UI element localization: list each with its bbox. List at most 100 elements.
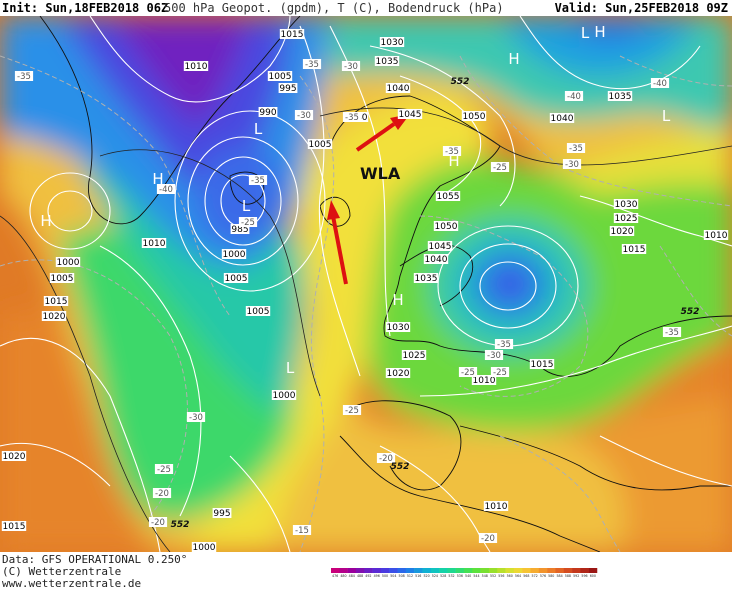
- temperature-label-bg: [154, 464, 174, 474]
- temperature-label: -35: [566, 143, 586, 154]
- valid-time: Valid: Sun,25FEB2018 09Z: [555, 0, 728, 16]
- temperature-label: -25: [154, 464, 174, 475]
- pressure-value: 1045: [399, 110, 422, 120]
- pressure-value: 1020: [387, 369, 410, 379]
- pressure-label: 1035: [374, 56, 400, 67]
- temperature-label: -20: [478, 533, 498, 544]
- temperature-value: -35: [345, 113, 359, 123]
- low-pressure-marker: L: [581, 24, 590, 42]
- temperature-value: -35: [497, 340, 511, 350]
- pressure-label-bg: [43, 296, 69, 306]
- pressure-value: 1040: [387, 84, 410, 94]
- temperature-value: -35: [665, 328, 679, 338]
- colorbar-swatch: [513, 568, 523, 573]
- pressure-value: 995: [213, 509, 230, 519]
- init-label: Init:: [2, 1, 39, 15]
- pressure-label-bg: [607, 91, 633, 101]
- pressure-value: 1025: [403, 351, 426, 361]
- pressure-value: 1035: [415, 274, 438, 284]
- temperature-value: -25: [345, 406, 359, 416]
- temperature-label: -40: [564, 91, 584, 102]
- colorbar-tick-label: 592: [573, 574, 579, 578]
- pressure-value: 1015: [623, 245, 646, 255]
- temperature-label-bg: [342, 112, 362, 122]
- high-pressure-marker: H: [594, 23, 605, 41]
- temperature-value: -25: [157, 465, 171, 475]
- temperature-label-bg: [156, 184, 176, 194]
- temperature-value: -30: [344, 62, 358, 72]
- temperature-value: -20: [155, 489, 169, 499]
- colorbar-tick-label: 536: [457, 574, 463, 578]
- temperature-value: -25: [241, 218, 255, 228]
- temperature-label-bg: [341, 61, 361, 71]
- pressure-label-bg: [41, 311, 67, 321]
- colorbar-swatch: [397, 568, 407, 573]
- pressure-label-bg: [212, 508, 232, 518]
- pressure-label-bg: [379, 37, 405, 47]
- pressure-label: 1005: [267, 71, 293, 82]
- colorbar-swatch: [464, 568, 473, 573]
- map-header: Init: Sun,18FEB2018 06Z 500 hPa Geopot. …: [0, 0, 732, 16]
- colorbar-swatch: [547, 568, 556, 573]
- colorbar-swatch: [538, 568, 548, 573]
- pressure-label: 1035: [607, 91, 633, 102]
- pressure-label-bg: [183, 61, 209, 71]
- pressure-label: 1045: [427, 241, 453, 252]
- temperature-label-bg: [564, 91, 584, 101]
- pressure-value: 995: [279, 84, 296, 94]
- colorbar-swatch: [380, 568, 390, 573]
- pressure-label-bg: [49, 273, 75, 283]
- colorbar-swatch: [480, 568, 490, 573]
- temperature-label-bg: [458, 367, 478, 377]
- temperature-label: -30: [294, 110, 314, 121]
- colorbar-swatch: [414, 568, 423, 573]
- valid-value: Sun,25FEB2018 09Z: [605, 1, 728, 15]
- pressure-value: 1000: [193, 543, 216, 552]
- colorbar-tick-label: 540: [465, 574, 471, 578]
- pressure-label: 1030: [379, 37, 405, 48]
- colorbar-tick-label: 512: [407, 574, 413, 578]
- pressure-label-bg: [483, 501, 509, 511]
- colorbar-swatch: [572, 568, 581, 573]
- pressure-label: 1030: [613, 199, 639, 210]
- temperature-label: -35: [14, 71, 34, 82]
- temperature-label-bg: [442, 146, 462, 156]
- temperature-value: -40: [159, 185, 173, 195]
- temperature-value: -40: [567, 92, 581, 102]
- map-title: 500 hPa Geopot. (gpdm), T (C), Bodendruc…: [164, 1, 504, 15]
- pressure-label-bg: [267, 71, 293, 81]
- temperature-label: -25: [490, 367, 510, 378]
- pressure-label-bg: [245, 306, 271, 316]
- pressure-label-bg: [374, 56, 400, 66]
- colorbar-swatch: [505, 568, 515, 573]
- pressure-label-bg: [413, 273, 439, 283]
- pressure-label: 1050: [433, 221, 459, 232]
- pressure-label: 1040: [423, 254, 449, 265]
- pressure-label: 1025: [613, 213, 639, 224]
- pressure-label-bg: [613, 199, 639, 209]
- temperature-label: -30: [341, 61, 361, 72]
- map-labels: 1015 1010 1005 995 990 1030 1035 1040 1045 1050 10…: [1, 23, 729, 552]
- colorbar-tick-label: 568: [523, 574, 529, 578]
- temperature-label-bg: [494, 339, 514, 349]
- temperature-value: -25: [493, 368, 507, 378]
- pressure-label-bg: [621, 244, 647, 254]
- colorbar-tick-label: 576: [540, 574, 546, 578]
- colorbar-tick-label: 524: [432, 574, 438, 578]
- temperature-label-bg: [186, 412, 206, 422]
- colorbar-swatch: [355, 568, 365, 573]
- pressure-label: 1010: [483, 501, 509, 512]
- colorbar-swatch: [447, 568, 456, 573]
- pressure-value: 1020: [611, 227, 634, 237]
- colorbar-tick-label: 500: [382, 574, 388, 578]
- geopotential-label: 552: [171, 520, 190, 530]
- valid-label: Valid:: [554, 1, 598, 15]
- low-pressure-marker: L: [662, 107, 671, 125]
- colorbar-swatch: [439, 568, 448, 573]
- temperature-label: -20: [152, 488, 172, 499]
- pressure-value: 1025: [615, 214, 638, 224]
- pressure-label-bg: [385, 322, 411, 332]
- geopotential-label: 552: [391, 462, 410, 472]
